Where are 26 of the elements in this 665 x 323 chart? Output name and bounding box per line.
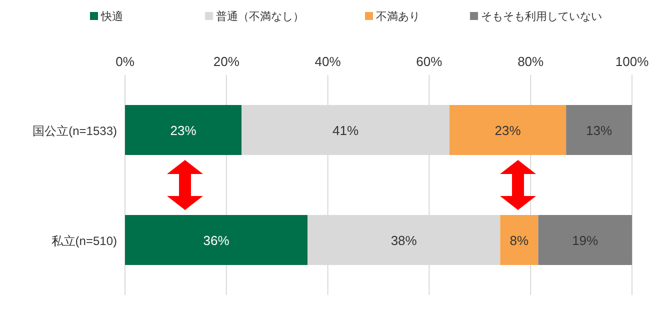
y-tick-label: 国公立(n=1533) (32, 124, 117, 138)
x-tick-label: 40% (314, 54, 342, 69)
x-tick-label: 20% (213, 54, 240, 69)
data-label: 36% (203, 233, 230, 248)
data-label: 8% (510, 233, 530, 248)
y-tick-label: 私立(n=510) (51, 234, 117, 248)
data-label: 23% (494, 123, 522, 138)
x-tick-label: 80% (518, 54, 544, 69)
legend-label: 不満あり (376, 10, 420, 23)
bar (500, 215, 538, 265)
bar (125, 105, 242, 155)
data-label: 23% (170, 123, 197, 138)
data-label: 41% (332, 123, 359, 138)
bar (449, 105, 566, 155)
legend-label: そもそも利用していない (481, 10, 602, 23)
bar (125, 215, 308, 265)
data-label: 13% (586, 123, 612, 138)
x-tick-label: 0% (116, 54, 135, 69)
x-tick-label: 100% (615, 54, 650, 69)
bar (566, 105, 632, 155)
data-label: 38% (390, 233, 418, 248)
data-label: 19% (572, 233, 599, 248)
legend-label: 普通（不満なし） (216, 10, 304, 23)
bar (538, 215, 632, 265)
x-tick-label: 60% (416, 54, 443, 69)
legend-label: 快適 (100, 10, 123, 23)
